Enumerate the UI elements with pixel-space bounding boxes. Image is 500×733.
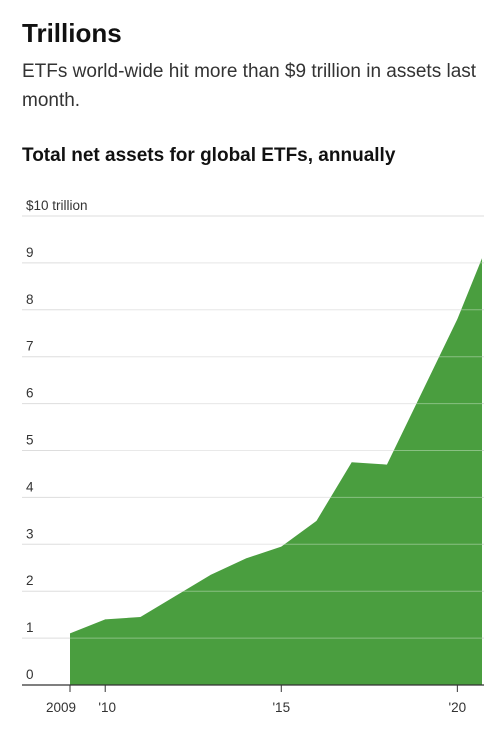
x-tick-label-2010: '10 xyxy=(98,700,116,715)
y-tick-label-1: 1 xyxy=(26,620,34,635)
y-tick-label-4: 4 xyxy=(26,479,34,494)
x-axis-labels: 2009 '10 '15 '20 xyxy=(46,700,466,715)
x-axis xyxy=(22,684,484,692)
x-tick-label-2020: '20 xyxy=(449,700,467,715)
y-tick-label-3: 3 xyxy=(26,526,34,541)
y-tick-label-2: 2 xyxy=(26,573,34,588)
y-tick-label-0: 0 xyxy=(26,667,34,682)
y-tick-label-8: 8 xyxy=(26,292,34,307)
x-tick-label-2009: 2009 xyxy=(46,700,76,715)
x-tick-label-2015: '15 xyxy=(272,700,290,715)
y-tick-label-5: 5 xyxy=(26,433,34,448)
headline: Trillions xyxy=(22,18,122,48)
y-axis-labels: 0 1 2 3 4 5 6 7 8 9 $10 trillion xyxy=(26,198,88,682)
y-tick-label-9: 9 xyxy=(26,245,34,260)
area-fill xyxy=(70,258,482,685)
y-tick-label-10: $10 trillion xyxy=(26,198,88,213)
area-series xyxy=(69,258,483,685)
y-tick-label-7: 7 xyxy=(26,339,34,354)
chart-title: Total net assets for global ETFs, annual… xyxy=(22,145,396,166)
y-tick-label-6: 6 xyxy=(26,386,34,401)
subheadline: ETFs world-wide hit more than $9 trillio… xyxy=(22,61,477,111)
